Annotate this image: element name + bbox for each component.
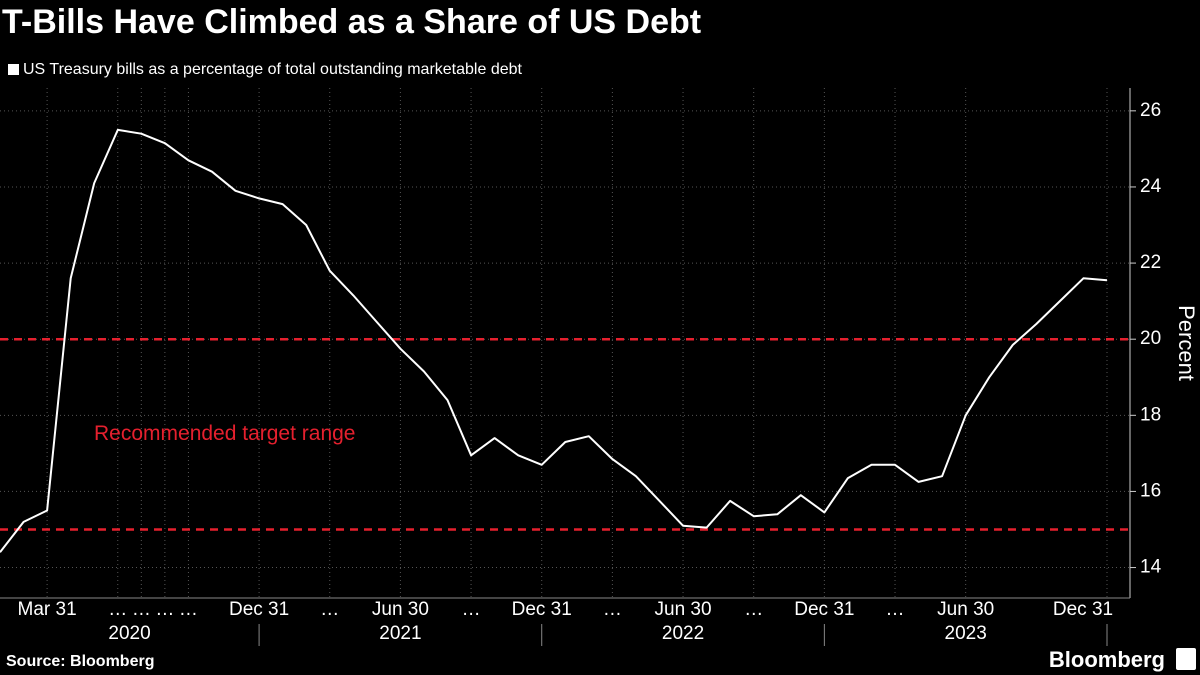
x-tick-label: … xyxy=(886,599,905,620)
brand-icon xyxy=(1176,648,1196,670)
x-tick-label: … xyxy=(132,599,151,620)
x-tick-label: … xyxy=(155,599,174,620)
x-group-label: 2023 xyxy=(945,623,987,644)
chart-subtitle: US Treasury bills as a percentage of tot… xyxy=(23,61,523,78)
y-tick-label: 18 xyxy=(1140,404,1161,425)
x-tick-label: Mar 31 xyxy=(18,599,77,620)
x-tick-label: … xyxy=(108,599,127,620)
x-tick-label: Jun 30 xyxy=(372,599,429,620)
x-tick-label: … xyxy=(320,599,339,620)
y-axis-label: Percent xyxy=(1174,305,1199,381)
x-tick-label: Jun 30 xyxy=(937,599,994,620)
x-tick-label: … xyxy=(744,599,763,620)
y-tick-label: 20 xyxy=(1140,328,1161,349)
y-tick-label: 24 xyxy=(1140,176,1162,197)
x-tick-label: Dec 31 xyxy=(229,599,289,620)
x-tick-label: Dec 31 xyxy=(794,599,854,620)
line xyxy=(0,128,1108,553)
y-tick-label: 22 xyxy=(1140,252,1161,273)
brand: Bloomberg xyxy=(1049,647,1165,672)
y-tick-label: 16 xyxy=(1140,480,1161,501)
annotation: Recommended target range xyxy=(94,422,356,445)
x-tick-label: … xyxy=(179,599,198,620)
chart-title: T-Bills Have Climbed as a Share of US De… xyxy=(2,3,701,41)
x-tick-label: Dec 31 xyxy=(1053,599,1113,620)
x-tick-label: Dec 31 xyxy=(512,599,572,620)
x-group-label: 2021 xyxy=(379,623,421,644)
legend-swatch xyxy=(8,64,19,75)
source: Source: Bloomberg xyxy=(6,653,154,670)
y-tick-label: 14 xyxy=(1140,557,1162,578)
x-tick-label: Jun 30 xyxy=(655,599,712,620)
x-group-label: 2022 xyxy=(662,623,704,644)
x-tick-label: … xyxy=(462,599,481,620)
x-group-label: 2020 xyxy=(108,623,150,644)
x-tick-label: … xyxy=(603,599,622,620)
y-tick-label: 26 xyxy=(1140,100,1161,121)
